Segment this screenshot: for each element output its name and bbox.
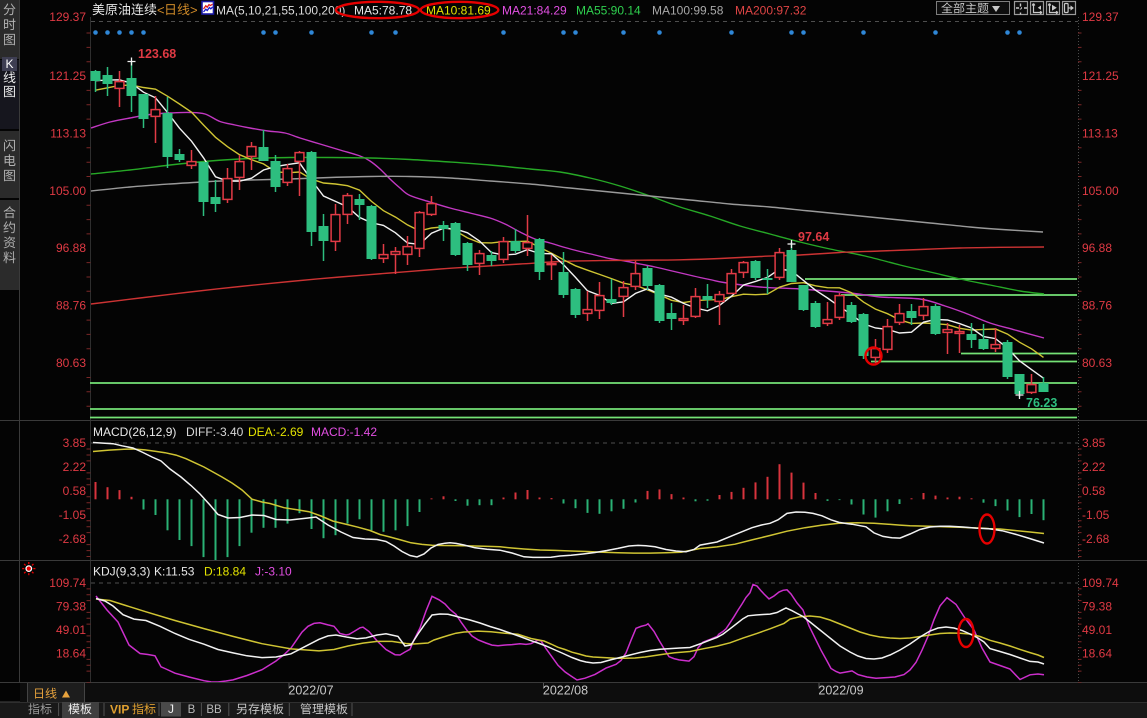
svg-text:MA(5,10,21,55,100,200): MA(5,10,21,55,100,200) [216, 4, 345, 18]
svg-text:MACD(26,12,9): MACD(26,12,9) [93, 425, 176, 439]
svg-text:MACD:-1.42: MACD:-1.42 [311, 425, 377, 439]
svg-text:3.85: 3.85 [1082, 436, 1106, 450]
svg-text:<: < [157, 3, 165, 18]
svg-text:76.23: 76.23 [1026, 396, 1057, 410]
svg-text:2.22: 2.22 [63, 460, 87, 474]
svg-text:96.88: 96.88 [1082, 241, 1112, 255]
svg-text:B: B [188, 704, 196, 716]
svg-text:VIP: VIP [110, 703, 129, 717]
svg-text:2022/07: 2022/07 [288, 684, 333, 698]
svg-text:97.64: 97.64 [798, 230, 829, 244]
svg-text:79.38: 79.38 [56, 600, 86, 614]
svg-text:MA5:78.78: MA5:78.78 [354, 4, 412, 18]
svg-text:MA10:81.69: MA10:81.69 [426, 4, 491, 18]
svg-text:79.38: 79.38 [1082, 600, 1112, 614]
svg-text:KDJ(9,3,3): KDJ(9,3,3) [93, 565, 150, 579]
svg-text:49.01: 49.01 [56, 623, 86, 637]
svg-text:113.13: 113.13 [50, 127, 86, 141]
svg-text:129.37: 129.37 [49, 10, 86, 24]
svg-text:>: > [190, 3, 198, 18]
svg-text:80.63: 80.63 [1082, 356, 1112, 370]
svg-text:2022/09: 2022/09 [818, 684, 863, 698]
svg-text:2022/08: 2022/08 [543, 684, 588, 698]
svg-text:121.25: 121.25 [1082, 69, 1119, 83]
svg-text:MA200:97.32: MA200:97.32 [735, 4, 807, 18]
svg-text:DEA:-2.69: DEA:-2.69 [248, 425, 304, 439]
svg-text:88.76: 88.76 [1082, 299, 1112, 313]
svg-text:K:11.53: K:11.53 [154, 565, 195, 579]
svg-text:K: K [5, 57, 13, 71]
svg-text:96.88: 96.88 [56, 241, 86, 255]
svg-text:109.74: 109.74 [49, 576, 86, 590]
svg-text:105.00: 105.00 [49, 184, 86, 198]
svg-text:80.63: 80.63 [56, 356, 86, 370]
svg-text:-1.05: -1.05 [59, 508, 87, 522]
svg-text:113.13: 113.13 [1082, 127, 1118, 141]
svg-text:123.68: 123.68 [138, 47, 176, 61]
svg-text:88.76: 88.76 [56, 299, 86, 313]
svg-text:2.22: 2.22 [1082, 460, 1106, 474]
svg-text:18.64: 18.64 [1082, 647, 1112, 661]
svg-text:49.01: 49.01 [1082, 623, 1112, 637]
svg-text:109.74: 109.74 [1082, 576, 1119, 590]
svg-text:J: J [168, 702, 174, 716]
svg-text:MA55:90.14: MA55:90.14 [576, 4, 641, 18]
svg-text:DIFF:-3.40: DIFF:-3.40 [186, 425, 244, 439]
svg-text:J:-3.10: J:-3.10 [255, 565, 292, 579]
svg-text:MA21:84.29: MA21:84.29 [502, 4, 567, 18]
svg-text:105.00: 105.00 [1082, 184, 1119, 198]
svg-text:-2.68: -2.68 [59, 532, 87, 546]
svg-text:-2.68: -2.68 [1082, 532, 1110, 546]
svg-text:129.37: 129.37 [1082, 10, 1119, 24]
svg-text:MA100:99.58: MA100:99.58 [652, 4, 724, 18]
svg-text:-1.05: -1.05 [1082, 508, 1110, 522]
svg-text:0.58: 0.58 [1082, 484, 1106, 498]
svg-text:D:18.84: D:18.84 [204, 565, 246, 579]
svg-text:3.85: 3.85 [63, 436, 87, 450]
svg-text:0.58: 0.58 [63, 484, 87, 498]
svg-text:BB: BB [206, 704, 222, 716]
svg-text:18.64: 18.64 [56, 647, 86, 661]
svg-text:121.25: 121.25 [49, 69, 86, 83]
